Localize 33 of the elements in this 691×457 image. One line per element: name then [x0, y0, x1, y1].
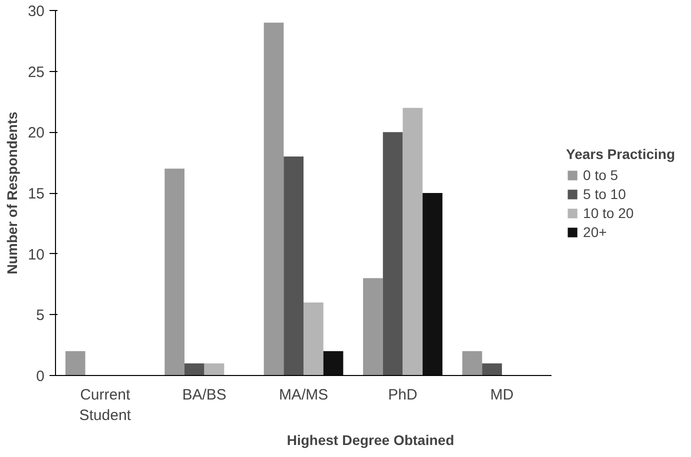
- bar: [65, 351, 86, 376]
- y-tick-label: 5: [36, 307, 44, 324]
- y-tick-label: 0: [36, 368, 44, 385]
- bar: [363, 278, 383, 376]
- bar: [204, 363, 224, 376]
- bar: [264, 22, 284, 376]
- legend-label: 10 to 20: [583, 204, 634, 220]
- legend-label: 20+: [583, 224, 607, 240]
- y-axis-title: Number of Respondents: [4, 112, 20, 274]
- bar: [323, 351, 344, 376]
- y-tick-label: 20: [28, 124, 45, 142]
- bar: [462, 351, 482, 376]
- bar: [304, 302, 324, 376]
- bar: [482, 363, 502, 376]
- bar: [164, 168, 184, 376]
- legend-label: 0 to 5: [583, 166, 618, 182]
- legend-label: 5 to 10: [583, 186, 626, 202]
- y-tick-label: 25: [28, 64, 45, 81]
- bar: [402, 108, 423, 376]
- y-tick-label: 30: [28, 3, 45, 20]
- bar: [284, 156, 304, 376]
- x-axis-title: Highest Degree Obtained: [286, 432, 454, 448]
- bar: [422, 193, 442, 376]
- x-tick-label: PhD: [388, 386, 418, 404]
- x-tick-label: BA/BS: [182, 386, 226, 404]
- bar: [184, 363, 204, 376]
- x-tick-label: MD: [490, 386, 514, 404]
- legend-title: Years Practicing: [566, 146, 675, 162]
- y-tick-label: 15: [28, 186, 45, 202]
- x-tick-label: Current Student: [79, 386, 132, 424]
- bar: [382, 132, 403, 376]
- y-tick-label: 10: [28, 246, 45, 264]
- x-tick-label: MA/MS: [278, 386, 328, 404]
